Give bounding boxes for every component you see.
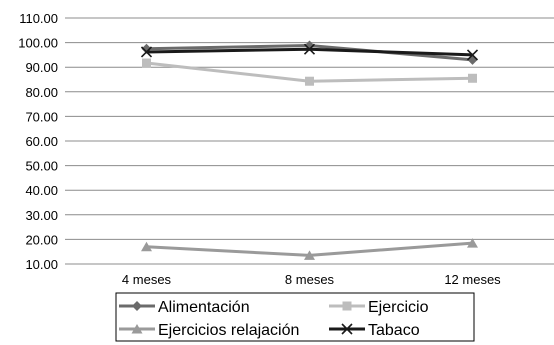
series-2 bbox=[141, 238, 478, 260]
legend-item: Ejercicios relajación bbox=[119, 322, 299, 339]
y-tick-label: 30.00 bbox=[25, 208, 58, 223]
legend-box bbox=[115, 292, 475, 342]
x-axis-tick-labels: 4 meses 8 meses 12 meses bbox=[122, 272, 501, 287]
y-tick-label: 90.00 bbox=[25, 60, 58, 75]
y-tick-label: 50.00 bbox=[25, 159, 58, 174]
series-3 bbox=[140, 43, 479, 61]
legend-marker bbox=[342, 301, 352, 311]
y-tick-label: 10.00 bbox=[25, 257, 58, 272]
legend-label: Ejercicio bbox=[368, 299, 429, 316]
data-point bbox=[467, 54, 478, 65]
legend-item: Alimentación bbox=[119, 299, 250, 316]
data-point bbox=[467, 238, 478, 248]
legend-marker bbox=[341, 323, 353, 335]
x-tick-label: 12 meses bbox=[444, 272, 501, 287]
legend-item: Ejercicio bbox=[329, 299, 429, 316]
y-tick-label: 20.00 bbox=[25, 232, 58, 247]
series-group bbox=[140, 40, 479, 260]
y-tick-label: 40.00 bbox=[25, 183, 58, 198]
legend: Alimentación Ejercicio Ejercicios relajaci… bbox=[115, 292, 475, 342]
data-point bbox=[304, 250, 315, 260]
gridlines bbox=[65, 17, 554, 240]
legend-label: Tabaco bbox=[368, 322, 420, 339]
data-point bbox=[140, 46, 153, 58]
data-point bbox=[305, 76, 314, 86]
series-1 bbox=[142, 58, 477, 86]
data-point bbox=[468, 73, 477, 83]
y-tick-label: 60.00 bbox=[25, 134, 58, 149]
y-tick-label: 100.00 bbox=[18, 36, 58, 51]
y-tick-label: 80.00 bbox=[25, 85, 58, 100]
legend-marker bbox=[132, 301, 142, 311]
data-point bbox=[466, 49, 479, 61]
legend-item: Tabaco bbox=[329, 322, 420, 339]
legend-label: Ejercicios relajación bbox=[158, 322, 299, 339]
y-tick-label: 70.00 bbox=[25, 109, 58, 124]
x-tick-label: 4 meses bbox=[122, 272, 172, 287]
y-tick-label: 110.00 bbox=[19, 11, 58, 26]
data-point bbox=[142, 58, 151, 68]
y-axis-tick-labels: 110.00 100.00 90.00 80.00 70.00 60.00 50.00 40.… bbox=[18, 11, 58, 272]
legend-label: Alimentación bbox=[158, 299, 250, 316]
data-point bbox=[303, 43, 316, 55]
data-point bbox=[141, 241, 152, 252]
x-tick-label: 8 meses bbox=[285, 272, 335, 287]
legend-marker bbox=[131, 324, 143, 334]
